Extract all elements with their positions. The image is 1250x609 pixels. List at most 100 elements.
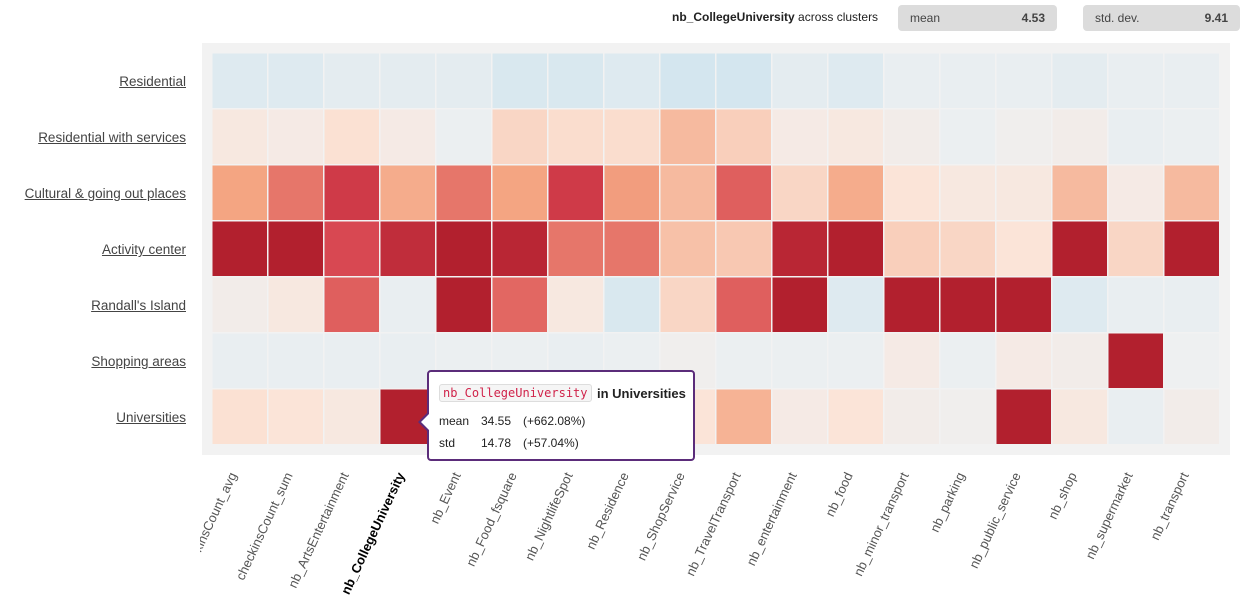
heatmap-cell[interactable] bbox=[828, 333, 884, 389]
heatmap-cell[interactable] bbox=[884, 277, 940, 333]
heatmap-cell[interactable] bbox=[1108, 109, 1164, 165]
heatmap-cell[interactable] bbox=[716, 53, 772, 109]
column-label[interactable]: checkinsCount_sum bbox=[233, 470, 296, 582]
heatmap-cell[interactable] bbox=[716, 389, 772, 445]
heatmap-cell[interactable] bbox=[940, 53, 996, 109]
heatmap-cell[interactable] bbox=[212, 165, 268, 221]
heatmap-cell[interactable] bbox=[492, 221, 548, 277]
heatmap-cell[interactable] bbox=[1108, 53, 1164, 109]
heatmap-cell[interactable] bbox=[604, 53, 660, 109]
heatmap-cell[interactable] bbox=[268, 53, 324, 109]
heatmap-cell[interactable] bbox=[1052, 277, 1108, 333]
heatmap-cell[interactable] bbox=[660, 277, 716, 333]
heatmap-cell[interactable] bbox=[1052, 333, 1108, 389]
heatmap-cell[interactable] bbox=[828, 221, 884, 277]
heatmap-cell[interactable] bbox=[1164, 53, 1220, 109]
column-label[interactable]: checkinsCount_avg bbox=[200, 470, 240, 579]
heatmap-cell[interactable] bbox=[1108, 389, 1164, 445]
heatmap-cell[interactable] bbox=[716, 333, 772, 389]
heatmap-cell[interactable] bbox=[268, 277, 324, 333]
column-label[interactable]: nb_CollegeUniversity bbox=[338, 469, 408, 597]
heatmap-cell[interactable] bbox=[548, 109, 604, 165]
row-label[interactable]: Activity center bbox=[101, 242, 186, 257]
heatmap-cell[interactable] bbox=[212, 389, 268, 445]
heatmap-cell[interactable] bbox=[268, 333, 324, 389]
heatmap-cell[interactable] bbox=[772, 277, 828, 333]
heatmap-cell[interactable] bbox=[1164, 333, 1220, 389]
heatmap-cell[interactable] bbox=[436, 165, 492, 221]
heatmap-cell[interactable] bbox=[492, 165, 548, 221]
heatmap-cell[interactable] bbox=[492, 109, 548, 165]
heatmap-cell[interactable] bbox=[212, 53, 268, 109]
heatmap-cell[interactable] bbox=[324, 165, 380, 221]
heatmap-cell[interactable] bbox=[1164, 277, 1220, 333]
heatmap-cell[interactable] bbox=[660, 53, 716, 109]
heatmap-cell[interactable] bbox=[212, 109, 268, 165]
row-label[interactable]: Cultural & going out places bbox=[24, 186, 186, 201]
heatmap-cell[interactable] bbox=[548, 53, 604, 109]
heatmap-cell[interactable] bbox=[660, 221, 716, 277]
heatmap-cell[interactable] bbox=[548, 165, 604, 221]
heatmap-cell[interactable] bbox=[1108, 277, 1164, 333]
heatmap-cell[interactable] bbox=[716, 221, 772, 277]
heatmap-cell[interactable] bbox=[324, 109, 380, 165]
heatmap-cell[interactable] bbox=[1108, 165, 1164, 221]
heatmap-cell[interactable] bbox=[604, 277, 660, 333]
heatmap-cell[interactable] bbox=[380, 277, 436, 333]
row-label[interactable]: Residential bbox=[119, 74, 186, 89]
heatmap-cell[interactable] bbox=[940, 333, 996, 389]
heatmap-cell[interactable] bbox=[940, 277, 996, 333]
column-label[interactable]: nb_ShopService bbox=[634, 470, 688, 563]
heatmap-cell[interactable] bbox=[324, 277, 380, 333]
heatmap-cell[interactable] bbox=[828, 165, 884, 221]
heatmap-cell[interactable] bbox=[996, 53, 1052, 109]
heatmap-cell[interactable] bbox=[884, 165, 940, 221]
heatmap-cell[interactable] bbox=[940, 221, 996, 277]
column-label[interactable]: nb_supermarket bbox=[1082, 470, 1135, 562]
heatmap-cell[interactable] bbox=[772, 389, 828, 445]
heatmap-cell[interactable] bbox=[604, 165, 660, 221]
heatmap-cell[interactable] bbox=[996, 165, 1052, 221]
heatmap-cell[interactable] bbox=[436, 221, 492, 277]
heatmap-cell[interactable] bbox=[716, 109, 772, 165]
heatmap-cell[interactable] bbox=[380, 221, 436, 277]
column-label[interactable]: nb_entertainment bbox=[743, 470, 800, 568]
heatmap-cell[interactable] bbox=[828, 389, 884, 445]
heatmap-cell[interactable] bbox=[324, 389, 380, 445]
heatmap-cell[interactable] bbox=[996, 333, 1052, 389]
heatmap-cell[interactable] bbox=[996, 221, 1052, 277]
heatmap-cell[interactable] bbox=[492, 277, 548, 333]
column-label[interactable]: nb_Food_fsquare bbox=[463, 470, 520, 569]
column-label[interactable]: nb_transport bbox=[1147, 470, 1192, 543]
heatmap-cell[interactable] bbox=[268, 221, 324, 277]
heatmap-cell[interactable] bbox=[884, 389, 940, 445]
row-label[interactable]: Randall's Island bbox=[91, 298, 186, 313]
heatmap-cell[interactable] bbox=[940, 109, 996, 165]
heatmap-cell[interactable] bbox=[548, 221, 604, 277]
heatmap-cell[interactable] bbox=[940, 389, 996, 445]
heatmap-cell[interactable] bbox=[268, 165, 324, 221]
row-label[interactable]: Universities bbox=[116, 410, 186, 425]
heatmap-cell[interactable] bbox=[828, 109, 884, 165]
heatmap-cell[interactable] bbox=[1052, 165, 1108, 221]
heatmap-cell[interactable] bbox=[940, 165, 996, 221]
column-label[interactable]: nb_TravelTransport bbox=[683, 470, 744, 579]
column-label[interactable]: nb_shop bbox=[1045, 470, 1080, 522]
column-label[interactable]: nb_minor_transport bbox=[850, 470, 911, 579]
column-label[interactable]: nb_Residence bbox=[583, 470, 632, 552]
heatmap-cell[interactable] bbox=[996, 389, 1052, 445]
heatmap-cell[interactable] bbox=[324, 221, 380, 277]
heatmap-cell[interactable] bbox=[996, 109, 1052, 165]
heatmap-cell[interactable] bbox=[1164, 389, 1220, 445]
heatmap-cell[interactable] bbox=[772, 109, 828, 165]
heatmap-cell[interactable] bbox=[996, 277, 1052, 333]
heatmap-cell[interactable] bbox=[716, 165, 772, 221]
heatmap-cell[interactable] bbox=[604, 109, 660, 165]
heatmap-cell[interactable] bbox=[436, 53, 492, 109]
heatmap-cell[interactable] bbox=[268, 109, 324, 165]
heatmap-cell[interactable] bbox=[828, 53, 884, 109]
heatmap-cell[interactable] bbox=[1052, 221, 1108, 277]
heatmap-cell[interactable] bbox=[212, 277, 268, 333]
heatmap-cell[interactable] bbox=[828, 277, 884, 333]
heatmap-cell[interactable] bbox=[772, 53, 828, 109]
